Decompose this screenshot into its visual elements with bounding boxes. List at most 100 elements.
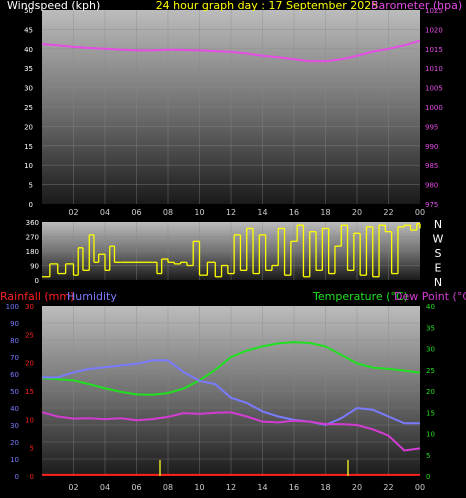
y-tick-label: 20 bbox=[10, 439, 19, 447]
y-tick-label: 15 bbox=[426, 409, 435, 417]
y-tick-label: 985 bbox=[425, 162, 438, 170]
y-tick-label: 360 bbox=[26, 219, 39, 227]
y-tick-label: 25 bbox=[24, 104, 33, 112]
temperature-time-tick-labels: 02 04 06 08 10 12 14 16 18 20 22 00 bbox=[68, 483, 425, 492]
y-tick-label: 35 bbox=[24, 65, 33, 73]
x-tick-label: 08 bbox=[163, 483, 173, 492]
y-tick-label: 0 bbox=[15, 473, 19, 481]
barometer-tick-labels: 975 980 985 990 995 1000 1005 1010 1015 1020 1025 bbox=[425, 7, 443, 209]
humidity-tick-labels: 0 10 20 30 40 50 60 70 80 90 100 bbox=[6, 303, 19, 481]
y-tick-label: 270 bbox=[26, 234, 39, 242]
dew-point-line bbox=[41, 411, 421, 452]
x-tick-label: 18 bbox=[320, 483, 330, 492]
y-tick-label: 90 bbox=[30, 263, 39, 271]
x-tick-label: 22 bbox=[383, 208, 393, 217]
y-tick-label: 20 bbox=[426, 388, 435, 396]
x-tick-label: 18 bbox=[320, 208, 330, 217]
compass-label: N bbox=[434, 276, 442, 289]
x-tick-label: 00 bbox=[415, 483, 425, 492]
y-tick-label: 995 bbox=[425, 123, 438, 131]
wind-direction-tick-labels: 0 90 180 270 360 bbox=[26, 219, 39, 285]
y-tick-label: 10 bbox=[10, 456, 19, 464]
y-tick-label: 0 bbox=[426, 473, 430, 481]
rainfall-tick-labels: 0 5 10 15 20 25 30 bbox=[25, 303, 34, 481]
windspeed-axis-title: Windspeed (kph) bbox=[7, 0, 100, 12]
compass-label: W bbox=[433, 233, 444, 246]
rainfall-axis-title: Rainfall (mm) bbox=[0, 290, 74, 303]
y-tick-label: 40 bbox=[10, 405, 19, 413]
y-tick-label: 15 bbox=[25, 388, 34, 396]
y-tick-label: 10 bbox=[25, 416, 34, 424]
temperature-axis-title: Temperature (°C) bbox=[312, 290, 408, 303]
y-tick-label: 990 bbox=[425, 143, 438, 151]
x-tick-label: 04 bbox=[100, 483, 110, 492]
compass-label: E bbox=[435, 262, 442, 275]
y-tick-label: 40 bbox=[426, 303, 435, 311]
y-tick-label: 10 bbox=[24, 162, 33, 170]
dew-point-axis-title: Dew Point (°C) bbox=[394, 290, 466, 303]
wind-direction-marks bbox=[42, 222, 421, 278]
windspeed-tick-labels: 0 5 10 15 20 25 30 35 40 45 50 bbox=[24, 7, 33, 209]
compass-label: S bbox=[435, 247, 442, 260]
y-tick-label: 1000 bbox=[425, 104, 443, 112]
x-tick-label: 02 bbox=[68, 208, 78, 217]
y-tick-label: 5 bbox=[426, 452, 430, 460]
y-tick-label: 50 bbox=[24, 7, 33, 15]
x-tick-label: 04 bbox=[100, 208, 110, 217]
temperature-tick-labels: 0 5 10 15 20 25 30 35 40 bbox=[426, 303, 435, 481]
y-tick-label: 90 bbox=[10, 320, 19, 328]
barometer-line bbox=[41, 39, 421, 63]
y-tick-label: 980 bbox=[425, 182, 438, 190]
y-tick-label: 20 bbox=[24, 123, 33, 131]
temperature-line bbox=[41, 341, 421, 396]
y-tick-label: 975 bbox=[425, 201, 438, 209]
x-tick-label: 00 bbox=[415, 208, 425, 217]
y-tick-label: 25 bbox=[426, 367, 435, 375]
y-tick-label: 10 bbox=[426, 431, 435, 439]
y-tick-label: 45 bbox=[24, 26, 33, 34]
y-tick-label: 0 bbox=[29, 201, 33, 209]
x-tick-label: 20 bbox=[352, 208, 362, 217]
y-tick-label: 40 bbox=[24, 46, 33, 54]
x-tick-label: 14 bbox=[257, 483, 267, 492]
y-tick-label: 0 bbox=[30, 473, 34, 481]
x-tick-label: 08 bbox=[163, 208, 173, 217]
y-tick-label: 15 bbox=[24, 143, 33, 151]
y-tick-label: 0 bbox=[35, 277, 39, 285]
x-tick-label: 16 bbox=[289, 208, 299, 217]
y-tick-label: 1005 bbox=[425, 85, 443, 93]
x-tick-label: 10 bbox=[194, 208, 204, 217]
y-tick-label: 5 bbox=[29, 182, 33, 190]
x-tick-label: 20 bbox=[352, 483, 362, 492]
barometer-grid bbox=[42, 10, 420, 204]
y-tick-label: 35 bbox=[426, 324, 435, 332]
y-tick-label: 30 bbox=[24, 85, 33, 93]
y-tick-label: 1010 bbox=[425, 65, 443, 73]
y-tick-label: 50 bbox=[10, 388, 19, 396]
y-tick-label: 60 bbox=[10, 371, 19, 379]
x-tick-label: 16 bbox=[289, 483, 299, 492]
x-tick-label: 06 bbox=[131, 483, 141, 492]
graph-date-title: 24 hour graph day : 17 September 2025 bbox=[156, 0, 379, 12]
y-tick-label: 180 bbox=[26, 248, 39, 256]
temperature-panel: 0 10 20 30 40 50 60 70 80 90 100 0 5 10 15 20 25 30 0 5 10… bbox=[0, 290, 466, 492]
compass-label: N bbox=[434, 218, 442, 231]
x-tick-label: 12 bbox=[226, 208, 236, 217]
x-tick-label: 12 bbox=[226, 483, 236, 492]
x-tick-label: 22 bbox=[383, 483, 393, 492]
x-tick-label: 10 bbox=[194, 483, 204, 492]
y-tick-label: 1015 bbox=[425, 46, 443, 54]
y-tick-label: 20 bbox=[25, 360, 34, 368]
humidity-line bbox=[42, 359, 420, 427]
y-tick-label: 1020 bbox=[425, 26, 443, 34]
y-tick-label: 5 bbox=[30, 445, 34, 453]
x-tick-label: 06 bbox=[131, 208, 141, 217]
y-tick-label: 30 bbox=[426, 346, 435, 354]
barometer-axis-title: Barometer (hpa) bbox=[371, 0, 462, 12]
y-tick-label: 80 bbox=[10, 337, 19, 345]
x-tick-label: 14 bbox=[257, 208, 267, 217]
